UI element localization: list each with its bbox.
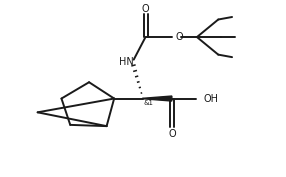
Text: &1: &1 — [143, 100, 153, 106]
Text: O: O — [142, 4, 149, 14]
Text: OH: OH — [204, 93, 219, 104]
Text: O: O — [175, 32, 183, 42]
Text: HN: HN — [119, 57, 134, 67]
Polygon shape — [143, 96, 172, 101]
Text: O: O — [168, 129, 176, 139]
